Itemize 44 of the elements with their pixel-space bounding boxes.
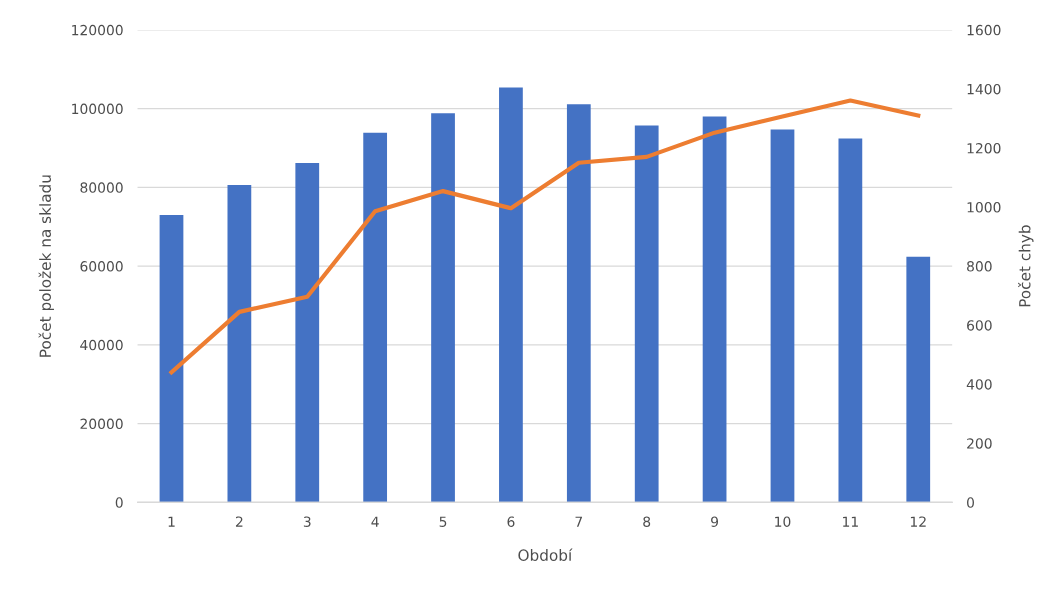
y-tick-label: 100000 <box>72 103 123 115</box>
bar <box>906 256 931 503</box>
y2-tick-label: 600 <box>967 320 992 331</box>
x-tick-label: 1 <box>168 516 175 527</box>
y-tick-label: 0 <box>115 497 123 508</box>
bar <box>566 104 591 503</box>
y-tick-label: 40000 <box>80 339 123 351</box>
bar <box>431 113 455 503</box>
y-tick-label: 60000 <box>80 261 123 272</box>
bar <box>838 138 863 503</box>
x-axis-title: Období <box>518 548 573 561</box>
x-tick-label: 4 <box>371 516 379 527</box>
x-tick-label: 5 <box>439 516 447 527</box>
bar <box>227 185 252 503</box>
y-tick-label: 20000 <box>80 418 123 430</box>
y2-tick-label: 0 <box>967 497 974 508</box>
x-tick-label: 8 <box>643 516 651 527</box>
bar <box>159 214 184 503</box>
x-tick-label: 12 <box>910 516 926 527</box>
y-axis-title: Počet položek na skladu <box>38 175 54 357</box>
x-tick-label: 6 <box>507 516 515 527</box>
y-tick-label: 120000 <box>72 24 123 36</box>
x-tick-label: 11 <box>843 516 858 527</box>
y2-tick-label: 1400 <box>967 83 1001 95</box>
bar <box>702 116 727 503</box>
x-tick-label: 7 <box>575 516 583 527</box>
y2-tick-label: 1000 <box>967 202 1001 213</box>
bar <box>363 132 388 503</box>
bar <box>770 129 795 503</box>
x-tick-label: 3 <box>303 516 311 527</box>
bar <box>634 125 659 503</box>
bar <box>295 162 320 503</box>
bar <box>499 87 523 503</box>
y2-tick-label: 1600 <box>967 24 1001 36</box>
x-tick-label: 10 <box>775 516 791 527</box>
y2-tick-label: 400 <box>966 379 992 390</box>
y2-tick-label: 1200 <box>967 142 1001 154</box>
y2-tick-label: 800 <box>967 261 992 272</box>
y2-axis-title: Počet chyb <box>1018 225 1034 307</box>
x-tick-label: 2 <box>235 516 243 527</box>
y2-tick-label: 200 <box>967 438 992 449</box>
y-tick-label: 80000 <box>80 182 123 193</box>
x-tick-label: 9 <box>711 516 719 527</box>
line-series <box>169 98 921 375</box>
